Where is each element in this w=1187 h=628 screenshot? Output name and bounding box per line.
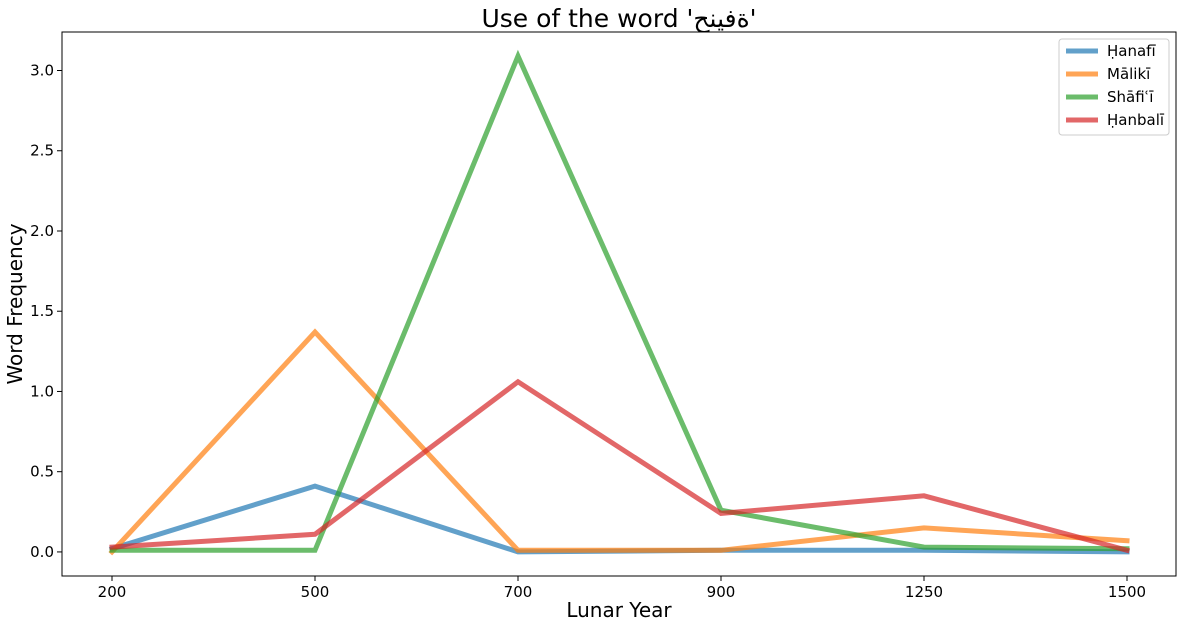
plot-frame <box>61 31 1177 577</box>
series-lines <box>108 49 1131 556</box>
legend-label: Shāfiʿī <box>1107 88 1154 106</box>
x-tick-label: 200 <box>98 583 127 601</box>
x-axis-label: Lunar Year <box>566 598 672 622</box>
x-tick-label: 1250 <box>905 583 943 601</box>
legend-label: Ḥanafī <box>1107 42 1156 60</box>
y-tick-label: 2.5 <box>30 142 54 160</box>
y-tick-label: 0.0 <box>30 543 54 561</box>
y-axis-label: Word Frequency <box>3 223 27 384</box>
legend: Ḥanafī Mālikī Shāfiʿī Ḥanbalī <box>1058 38 1170 136</box>
plot-area <box>61 31 1177 577</box>
series-line-2 <box>108 328 1130 556</box>
legend-box <box>1058 38 1170 136</box>
y-tick-label: 1.0 <box>30 382 54 400</box>
y-tick-label: 3.0 <box>30 62 54 80</box>
y-axis: 0.0 0.5 1.0 1.5 2.0 2.5 3.0 <box>30 62 62 561</box>
series-line-3 <box>109 49 1130 553</box>
x-tick-label: 500 <box>301 583 330 601</box>
legend-label: Mālikī <box>1107 65 1151 83</box>
series-line-4 <box>109 378 1131 554</box>
legend-label: Ḥanbalī <box>1107 111 1165 129</box>
y-tick-label: 1.5 <box>30 302 54 320</box>
x-tick-label: 900 <box>707 583 736 601</box>
x-axis: 200 500 700 900 1250 1500 <box>98 576 1146 601</box>
x-tick-label: 1500 <box>1108 583 1146 601</box>
x-tick-label: 700 <box>504 583 533 601</box>
y-tick-label: 2.0 <box>30 222 54 240</box>
chart-title: Use of the word 'ةفينح' <box>481 4 756 34</box>
y-tick-label: 0.5 <box>30 463 54 481</box>
